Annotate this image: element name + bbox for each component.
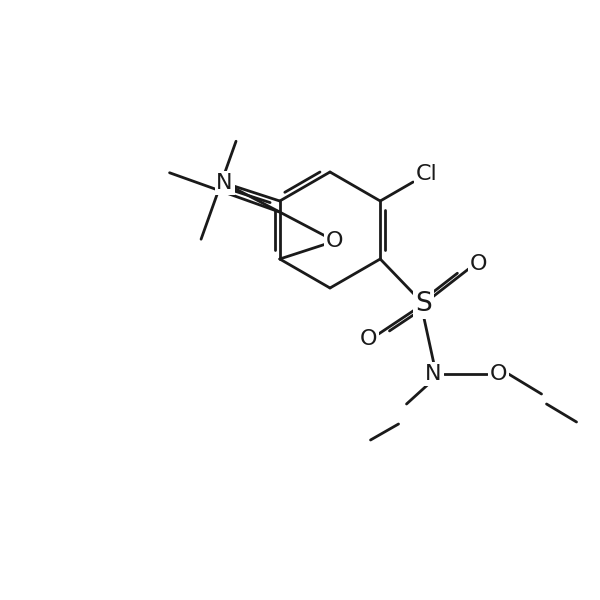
Text: S: S xyxy=(415,291,432,317)
Text: N: N xyxy=(217,173,233,193)
Text: O: O xyxy=(360,329,377,349)
Text: N: N xyxy=(425,364,442,384)
Text: Cl: Cl xyxy=(416,164,438,184)
Text: O: O xyxy=(490,364,507,384)
Text: O: O xyxy=(470,254,487,274)
Text: O: O xyxy=(326,231,344,251)
